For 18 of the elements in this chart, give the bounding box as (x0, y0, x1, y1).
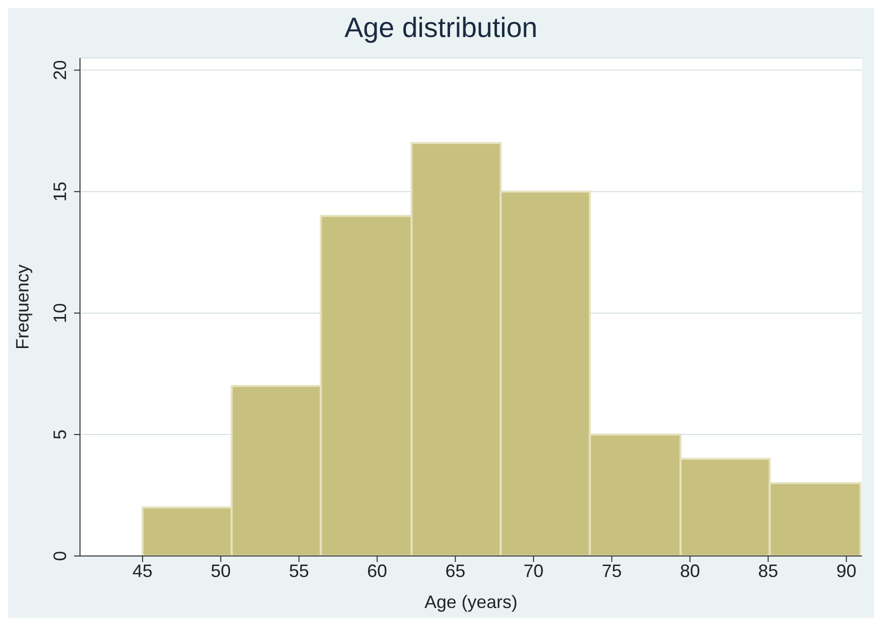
x-tick-label: 90 (836, 560, 856, 581)
x-tick-label: 75 (602, 560, 622, 581)
x-tick-label: 60 (367, 560, 388, 581)
x-tick-label: 55 (288, 560, 309, 581)
x-tick-label: 70 (524, 560, 544, 581)
y-tick-label: 20 (50, 60, 70, 80)
y-tick-label: 0 (50, 550, 70, 562)
y-tick-label: 15 (50, 182, 70, 202)
x-tick-label: 50 (210, 560, 231, 581)
x-tick-label: 65 (445, 560, 466, 581)
chart-title: Age distribution (343, 12, 538, 45)
x-axis-title: Age (years) (424, 592, 518, 612)
y-tick-label: 5 (50, 430, 70, 440)
x-tick-label: 80 (680, 560, 700, 581)
x-tick-label: 85 (758, 560, 778, 581)
y-axis-title: Frequency (12, 264, 32, 350)
x-tick-label: 45 (132, 560, 153, 581)
y-tick-label: 10 (50, 303, 70, 324)
